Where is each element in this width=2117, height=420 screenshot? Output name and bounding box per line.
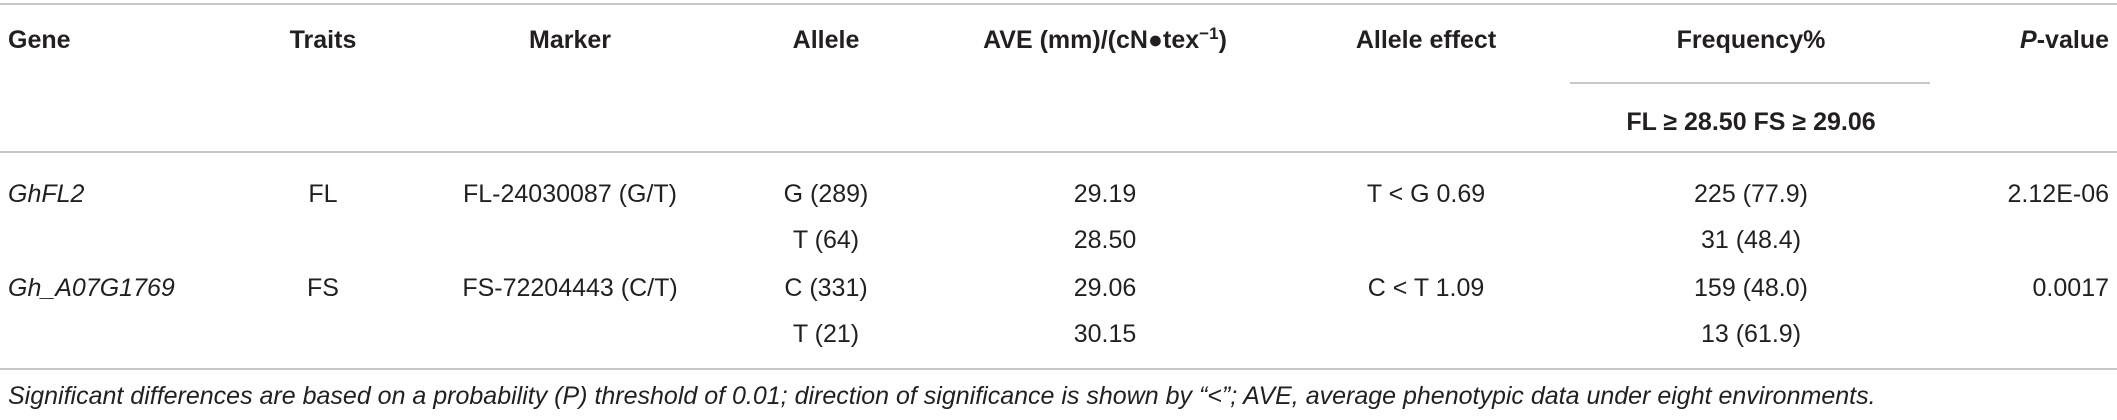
header-allele: Allele xyxy=(792,26,860,54)
header-ave-close: ) xyxy=(1218,26,1227,54)
row-3-marker: FS-72204443 (C/T) xyxy=(462,274,678,302)
row-1-marker: FL-24030087 (G/T) xyxy=(463,180,677,208)
row-3-trait: FS xyxy=(307,274,339,302)
header-p-letter: P xyxy=(2020,26,2037,54)
row-4-ave: 30.15 xyxy=(1073,320,1137,348)
header-marker: Marker xyxy=(529,26,611,54)
row-1-frequency: 225 (77.9) xyxy=(1694,180,1808,208)
header-p-suffix: -value xyxy=(2036,26,2109,54)
table-footnote: Significant differences are based on a p… xyxy=(8,382,1876,410)
row-3-allele-effect: C < T 1.09 xyxy=(1367,274,1485,302)
row-3-ave: 29.06 xyxy=(1073,274,1137,302)
row-1-p-value: 2.12E-06 xyxy=(2007,180,2109,208)
header-frequency: Frequency% xyxy=(1676,26,1826,54)
header-ave-text: AVE (mm)/(cN●tex xyxy=(983,26,1200,54)
header-ave: AVE (mm)/(cN●tex−1) xyxy=(983,24,1227,56)
row-4-frequency: 13 (61.9) xyxy=(1700,320,1802,348)
header-gene: Gene xyxy=(8,26,71,54)
table-bottom-rule xyxy=(0,368,2117,370)
row-1-ave: 29.19 xyxy=(1073,180,1137,208)
table-top-rule xyxy=(0,3,2117,5)
header-bottom-rule xyxy=(0,151,2117,153)
row-1-gene: GhFL2 xyxy=(8,180,85,208)
row-1-allele-effect: T < G 0.69 xyxy=(1366,180,1486,208)
row-4-allele: T (21) xyxy=(792,320,860,348)
row-3-allele: C (331) xyxy=(784,274,868,302)
row-1-allele: G (289) xyxy=(783,180,869,208)
row-2-frequency: 31 (48.4) xyxy=(1700,226,1802,254)
row-2-ave: 28.50 xyxy=(1073,226,1137,254)
frequency-subheader-rule xyxy=(1570,82,1930,84)
header-ave-exponent: −1 xyxy=(1199,24,1219,43)
header-frequency-thresholds: FL ≥ 28.50 FS ≥ 29.06 xyxy=(1626,108,1876,136)
row-2-allele: T (64) xyxy=(792,226,860,254)
header-traits: Traits xyxy=(289,26,357,54)
header-p-value: P-value xyxy=(2020,24,2109,56)
row-3-p-value: 0.0017 xyxy=(2032,274,2109,302)
row-3-gene: Gh_A07G1769 xyxy=(8,274,175,302)
row-3-frequency: 159 (48.0) xyxy=(1694,274,1808,302)
row-1-trait: FL xyxy=(308,180,338,208)
header-allele-effect: Allele effect xyxy=(1355,26,1497,54)
